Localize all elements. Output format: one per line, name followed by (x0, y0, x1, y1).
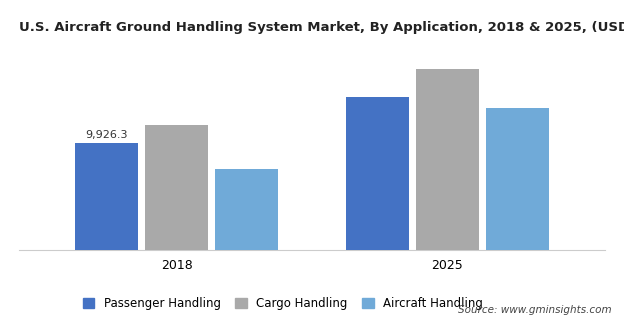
Text: 9,926.3: 9,926.3 (85, 130, 128, 140)
Bar (485, 108, 549, 250)
Legend: Passenger Handling, Cargo Handling, Aircraft Handling: Passenger Handling, Cargo Handling, Airc… (82, 297, 483, 310)
Text: U.S. Aircraft Ground Handling System Market, By Application, 2018 & 2025, (USD M: U.S. Aircraft Ground Handling System Mar… (19, 21, 624, 34)
Bar (416, 69, 479, 250)
Bar (75, 143, 139, 250)
Bar (145, 125, 208, 250)
Bar (346, 97, 409, 250)
Bar (215, 169, 278, 250)
Text: Source: www.gminsights.com: Source: www.gminsights.com (458, 305, 612, 315)
